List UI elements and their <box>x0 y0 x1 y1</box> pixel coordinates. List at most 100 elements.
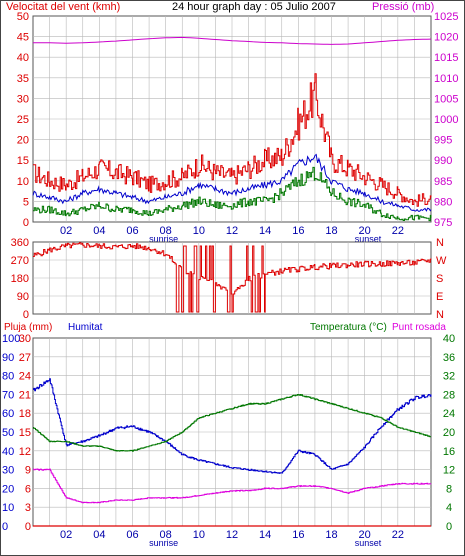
pressure-ytick: 1020 <box>434 32 458 44</box>
humidity-ytick: 80 <box>2 371 14 383</box>
rain-ytick: 15 <box>19 427 31 439</box>
temperature-panel: 0102030405060708090100036912151821242730… <box>2 333 455 548</box>
wind-panel-xtick: 04 <box>93 225 105 237</box>
temperature-panel-xtick: 16 <box>292 529 304 541</box>
humidity-ytick: 70 <box>2 389 14 401</box>
temperature-panel-xtick: 12 <box>226 529 238 541</box>
wind-ytick: 10 <box>17 176 29 188</box>
rain-ytick: 9 <box>25 465 31 477</box>
temperature-panel-sunrise: sunrise <box>149 538 178 548</box>
pressure-ytick: 1005 <box>434 93 458 105</box>
temperature-panel-xtick: 10 <box>193 529 205 541</box>
wind-ytick: 0 <box>23 217 29 229</box>
temperature-panel-xtick: 18 <box>325 529 337 541</box>
pressure-ytick: 1010 <box>434 73 458 85</box>
temperature-panel-xtick: 06 <box>126 529 138 541</box>
wind-panel-xtick: 16 <box>292 225 304 237</box>
wind-panel-xtick: 06 <box>126 225 138 237</box>
wind-ytick: 20 <box>17 135 29 147</box>
pressure-ytick: 985 <box>434 176 452 188</box>
pressure-ytick: 1025 <box>434 11 458 23</box>
humidity-ytick: 60 <box>2 408 14 420</box>
rain-ytick: 3 <box>25 502 31 514</box>
wind-average-line <box>32 153 432 212</box>
wind-panel-xtick: 18 <box>325 225 337 237</box>
humidity-ytick: 20 <box>2 483 14 495</box>
pressure-title: Pressió (mb) <box>372 1 434 13</box>
rain-ytick: 24 <box>19 371 31 383</box>
wind-panel-xtick: 20 <box>359 225 371 237</box>
wind-ytick: 50 <box>17 11 29 23</box>
rain-ytick: 12 <box>19 446 31 458</box>
pressure-ytick: 990 <box>434 155 452 167</box>
compass-ytick: W <box>436 255 447 267</box>
wind-panel-xtick: 12 <box>226 225 238 237</box>
pressure-ytick: 995 <box>434 135 452 147</box>
humidity-axis-title: Humitat <box>68 322 103 333</box>
temperature-ytick: 20 <box>443 427 455 439</box>
temperature-axis-title: Temperatura (°C) <box>310 322 387 333</box>
pressure-ytick: 975 <box>434 217 452 229</box>
rain-ytick: 27 <box>19 352 31 364</box>
temperature-ytick: 24 <box>443 408 455 420</box>
rain-ytick: 6 <box>25 483 31 495</box>
compass-ytick: N <box>436 237 444 249</box>
temperature-ytick: 4 <box>446 502 452 514</box>
wind-ytick: 25 <box>17 114 29 126</box>
wind-direction-line <box>33 242 432 313</box>
pressure-line <box>33 36 432 45</box>
wind-gust-line <box>33 73 432 207</box>
wind-low-line <box>33 166 432 222</box>
dewpoint-line <box>33 468 432 504</box>
humidity-ytick: 10 <box>2 502 14 514</box>
rain-axis-title: Pluja (mm) <box>4 322 52 333</box>
temperature-ytick: 40 <box>443 333 455 345</box>
temperature-ytick: 32 <box>443 371 455 383</box>
humidity-ytick: 50 <box>2 427 14 439</box>
wind-panel-xtick: 10 <box>193 225 205 237</box>
temperature-ytick: 28 <box>443 389 455 401</box>
rain-ytick: 0 <box>25 521 31 533</box>
direction-ytick: 180 <box>11 273 29 285</box>
humidity-ytick: 90 <box>2 352 14 364</box>
direction-ytick: 360 <box>11 237 29 249</box>
temperature-panel-xtick: 14 <box>259 529 271 541</box>
rain-ytick: 30 <box>19 333 31 345</box>
humidity-ytick: 40 <box>2 446 14 458</box>
temperature-line <box>33 394 431 452</box>
wind-ytick: 15 <box>17 155 29 167</box>
temperature-ytick: 0 <box>446 521 452 533</box>
wind-panel-xtick: 22 <box>392 225 404 237</box>
wind-panel-sunset: sunset <box>355 234 382 244</box>
wind-ytick: 45 <box>17 32 29 44</box>
compass-ytick: E <box>436 291 443 303</box>
humidity-ytick: 30 <box>2 465 14 477</box>
humidity-ytick: 100 <box>2 333 20 345</box>
rain-ytick: 21 <box>19 389 31 401</box>
compass-ytick: N <box>436 309 444 321</box>
pressure-ytick: 1015 <box>434 52 458 64</box>
temperature-panel-xtick: 20 <box>359 529 371 541</box>
temperature-ytick: 12 <box>443 465 455 477</box>
wind-ytick: 35 <box>17 73 29 85</box>
wind-panel-xtick: 14 <box>259 225 271 237</box>
wind-ytick: 5 <box>23 196 29 208</box>
temperature-panel-xtick: 22 <box>392 529 404 541</box>
humidity-ytick: 0 <box>2 521 8 533</box>
wind-panel: 0510152025303540455097598098599099510001… <box>17 11 459 244</box>
humidity-line <box>33 378 432 474</box>
graph-title: 24 hour graph day : 05 Julio 2007 <box>172 1 336 13</box>
direction-ytick: 0 <box>23 309 29 321</box>
rain-ytick: 18 <box>19 408 31 420</box>
temperature-panel-xtick: 02 <box>60 529 72 541</box>
wind-ytick: 40 <box>17 52 29 64</box>
pressure-ytick: 980 <box>434 196 452 208</box>
wind-ytick: 30 <box>17 93 29 105</box>
temperature-panel-xtick: 08 <box>160 529 172 541</box>
wind-panel-xtick: 08 <box>160 225 172 237</box>
compass-ytick: S <box>436 273 443 285</box>
dewpoint-axis-title: Punt rosada <box>392 322 446 333</box>
